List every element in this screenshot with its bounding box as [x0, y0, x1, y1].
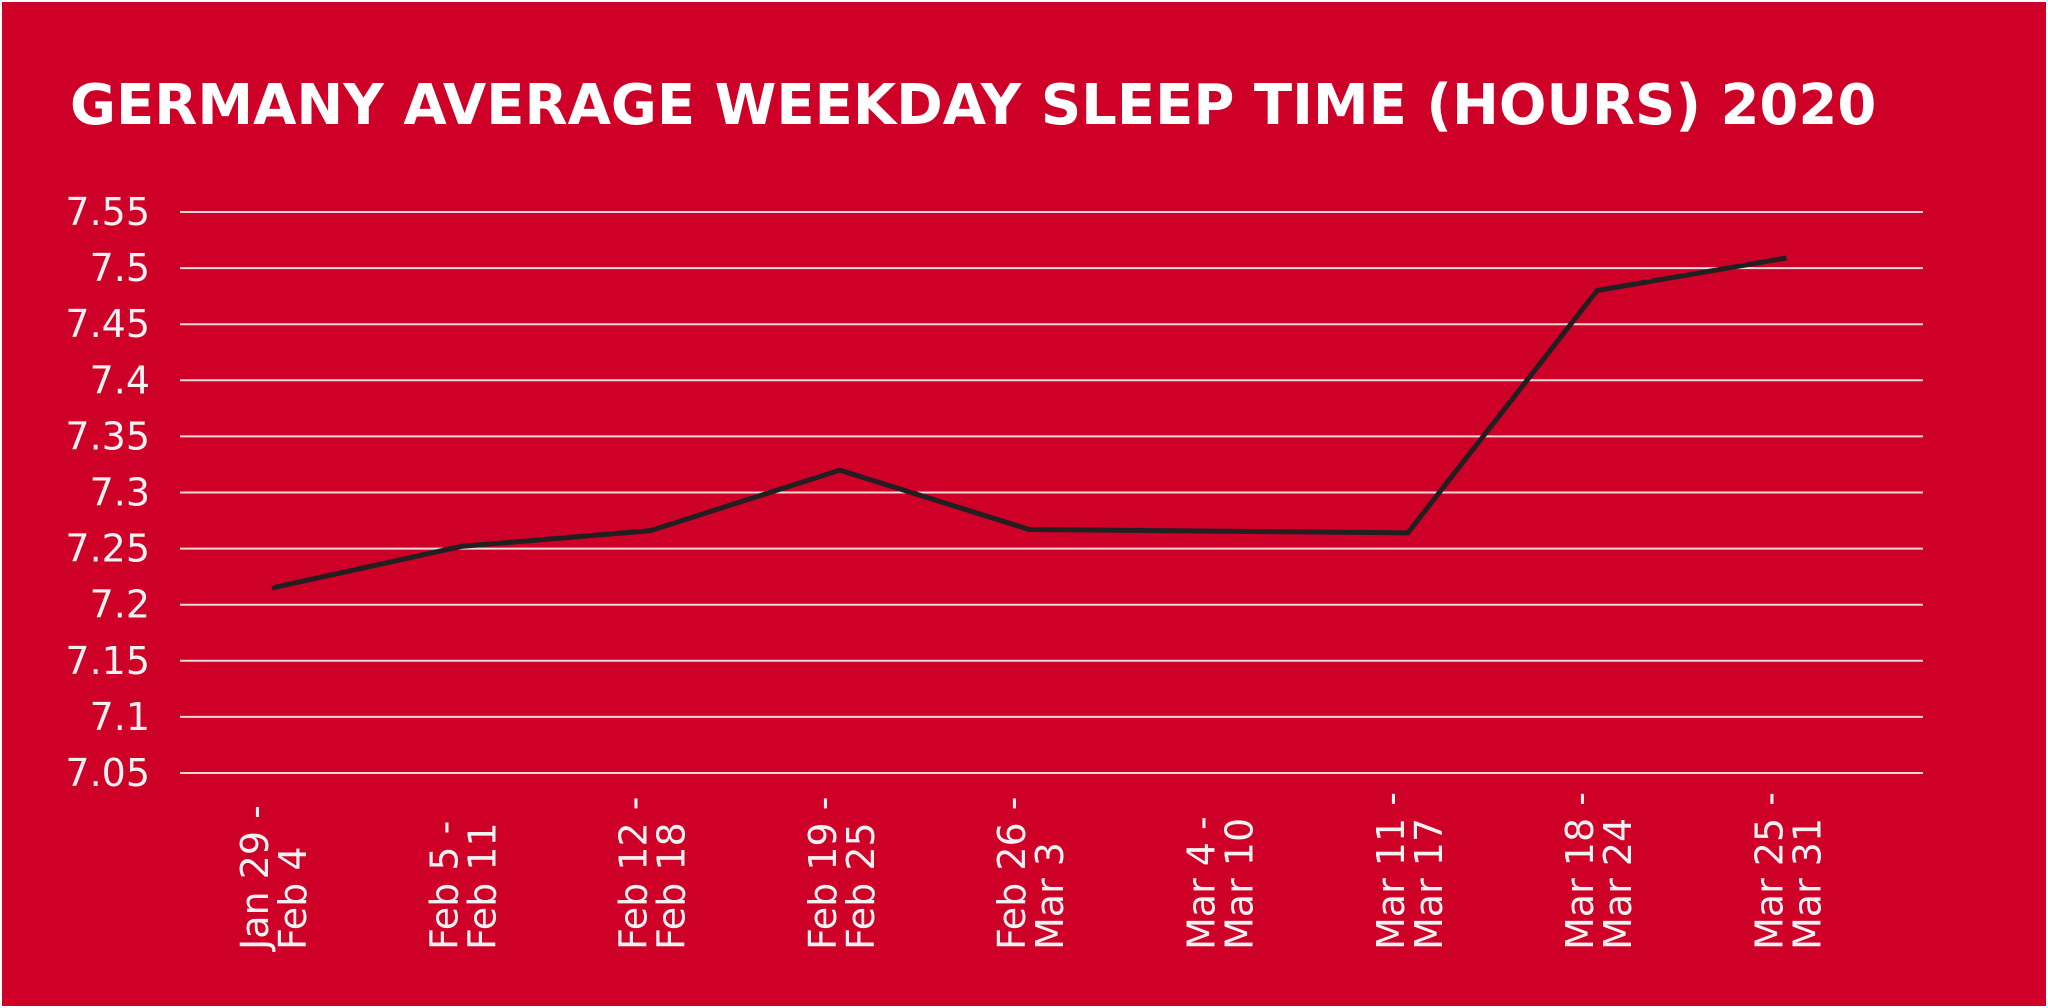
x-tick-label-line: Feb 18: [650, 822, 694, 950]
y-tick-label: 7.4: [90, 358, 150, 402]
x-tick-label-line: Mar 17: [1407, 818, 1451, 950]
x-tick-label-line: Mar 3: [1028, 842, 1072, 950]
x-tick-label-line: Mar 18 -: [1558, 792, 1602, 950]
x-tick-label-line: Mar 24: [1596, 818, 1640, 950]
x-tick-label: Mar 4 -Mar 10: [1180, 816, 1262, 950]
x-tick-label-line: Mar 10: [1218, 818, 1262, 950]
y-tick-label: 7.3: [90, 471, 150, 515]
x-tick-label-line: Feb 19 -: [801, 796, 845, 950]
x-tick-label-line: Mar 4 -: [1180, 816, 1224, 950]
y-tick-label: 7.05: [65, 751, 150, 795]
x-tick-label: Feb 26 -Mar 3: [990, 796, 1072, 950]
y-tick-label: 7.55: [65, 190, 150, 234]
x-tick-label-line: Feb 25: [839, 822, 883, 950]
y-tick-label: 7.5: [90, 246, 150, 290]
x-tick-label: Jan 29 -Feb 4: [233, 805, 315, 952]
x-tick-label: Mar 18 -Mar 24: [1558, 792, 1640, 950]
x-tick-label-line: Feb 4: [271, 846, 315, 950]
x-tick-label-line: Feb 11: [460, 822, 504, 950]
x-tick-label-line: Mar 31: [1785, 818, 1829, 950]
y-tick-label: 7.25: [65, 527, 150, 571]
y-axis-tick-labels: 7.55 7.5 7.45 7.4 7.35 7.3 7.25 7.2 7.15 7.1 7.05: [65, 190, 150, 795]
x-tick-label-line: Feb 26 -: [990, 796, 1034, 950]
x-tick-label-line: Mar 11 -: [1369, 792, 1413, 950]
gridlines: [180, 211, 1923, 774]
y-tick-label: 7.15: [65, 639, 150, 683]
x-tick-label-line: Mar 25 -: [1747, 792, 1791, 950]
series-layer: [271, 255, 1787, 591]
y-tick-label: 7.2: [90, 583, 150, 627]
x-axis-tick-labels: Jan 29 -Feb 4 Feb 5 -Feb 11 Feb 12 -Feb 18…: [233, 792, 1829, 952]
x-tick-label: Feb 12 -Feb 18: [612, 796, 694, 950]
x-tick-label: Feb 5 -Feb 11: [422, 821, 504, 950]
y-tick-label: 7.35: [65, 414, 150, 458]
chart-title: GERMANY AVERAGE WEEKDAY SLEEP TIME (HOUR…: [70, 73, 1877, 138]
x-tick-label: Feb 19 -Feb 25: [801, 796, 883, 950]
x-tick-label-line: Jan 29 -: [233, 805, 277, 952]
y-tick-label: 7.45: [65, 302, 150, 346]
x-tick-label-line: Feb 5 -: [422, 821, 466, 950]
series-line: [271, 255, 1787, 591]
x-tick-label: Mar 25 -Mar 31: [1747, 792, 1829, 950]
x-tick-label-line: Feb 12 -: [612, 796, 656, 950]
x-tick-label: Mar 11 -Mar 17: [1369, 792, 1451, 950]
y-tick-label: 7.1: [90, 695, 150, 739]
